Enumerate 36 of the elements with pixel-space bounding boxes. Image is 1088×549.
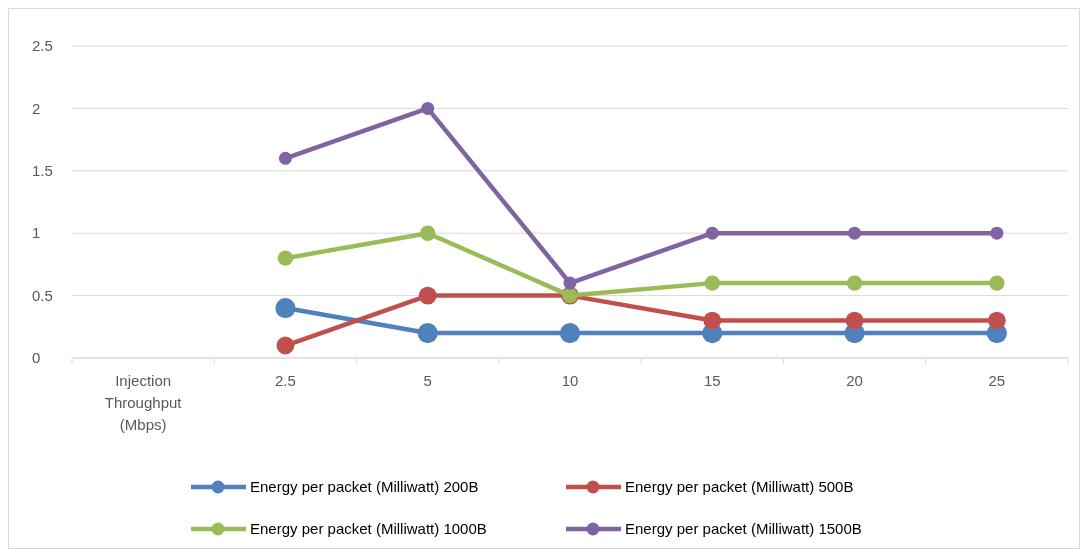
y-tick-label: 0 [32,349,41,367]
y-tick-label: 1.5 [32,162,53,180]
point [987,311,1006,330]
x-tick-label: Injection Throughput (Mbps) [104,372,183,433]
y-tick-label: 0.5 [32,286,53,304]
x-tick-label: 5 [423,372,432,389]
point [563,276,577,290]
y-tick-label: 2.5 [32,37,53,55]
legend-label: Energy per packet (Milliwatt) 500B [625,478,854,496]
x-tick-label: 10 [561,372,579,389]
legend-label: Energy per packet (Milliwatt) 1000B [250,520,487,538]
x-tick-label: 25 [988,372,1006,389]
point [848,226,862,240]
point [421,101,435,115]
x-tick-label: 20 [846,372,863,389]
point [277,250,294,266]
point [278,151,292,165]
point [276,336,295,355]
legend-label: Energy per packet (Milliwatt) 1500B [625,520,862,538]
point [705,226,719,240]
point [846,275,863,291]
point [418,286,437,305]
point [275,297,296,319]
x-tick-label: 15 [703,372,721,389]
point [845,311,864,330]
point [703,311,722,330]
point [417,322,438,344]
x-tick-label: 2.5 [275,372,296,389]
y-tick-label: 2 [32,99,41,117]
y-tick-label: 1 [32,224,41,242]
point [990,226,1004,240]
legend-label: Energy per packet (Milliwatt) 200B [250,478,479,496]
point [704,275,720,291]
point [420,225,436,241]
point [559,322,581,344]
point [989,275,1005,291]
